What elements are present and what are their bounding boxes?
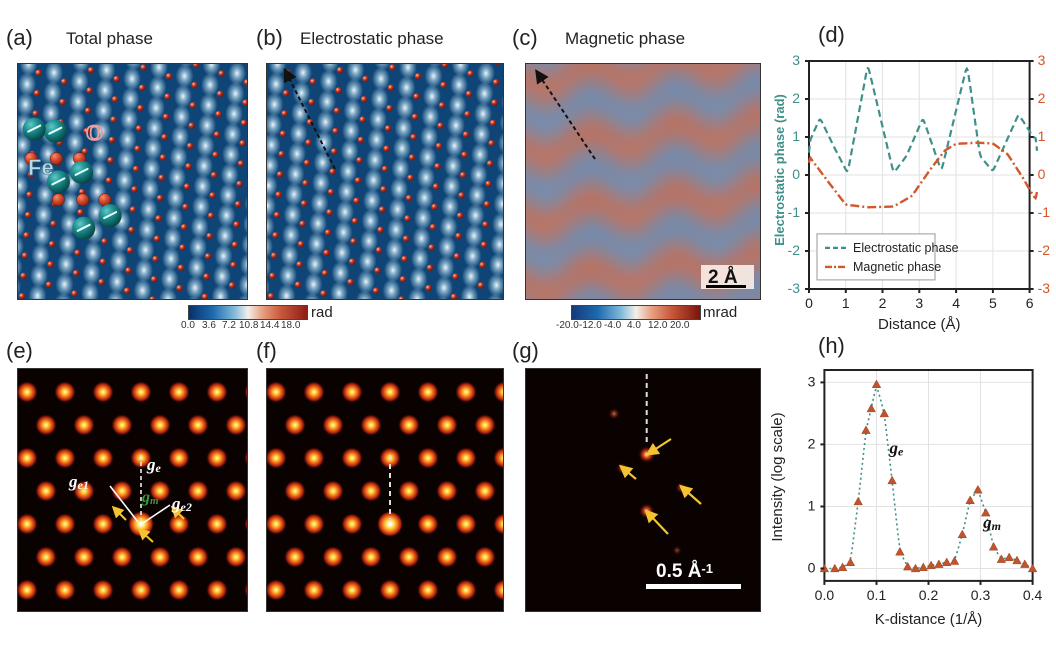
svg-text:Magnetic phase: Magnetic phase bbox=[853, 260, 941, 274]
svg-text:0: 0 bbox=[805, 295, 813, 311]
svg-text:0.0: 0.0 bbox=[815, 587, 835, 603]
svg-text:0: 0 bbox=[792, 166, 800, 182]
svg-text:3: 3 bbox=[1038, 55, 1046, 68]
svg-text:-2: -2 bbox=[1038, 242, 1051, 258]
svg-text:Fe: Fe bbox=[28, 155, 54, 180]
svg-text:1: 1 bbox=[1038, 128, 1046, 144]
svg-text:5: 5 bbox=[989, 295, 997, 311]
svg-text:2 Å: 2 Å bbox=[708, 267, 738, 288]
svg-text:0: 0 bbox=[808, 560, 816, 576]
svg-text:Intensity (log scale): Intensity (log scale) bbox=[769, 412, 786, 541]
svg-text:3: 3 bbox=[792, 55, 800, 68]
svg-text:0: 0 bbox=[1038, 166, 1046, 182]
svg-text:Electrostatic phase: Electrostatic phase bbox=[853, 241, 959, 255]
svg-text:0.1: 0.1 bbox=[867, 587, 887, 603]
svg-text:2: 2 bbox=[792, 90, 800, 106]
svg-text:Distance (Å): Distance (Å) bbox=[878, 316, 961, 333]
svg-text:1: 1 bbox=[808, 498, 816, 514]
svg-text:3: 3 bbox=[915, 295, 923, 311]
svg-text:0.3: 0.3 bbox=[971, 587, 991, 603]
svg-text:-3: -3 bbox=[788, 280, 801, 296]
svg-text:3: 3 bbox=[808, 373, 816, 389]
svg-text:2: 2 bbox=[1038, 90, 1046, 106]
svg-text:6: 6 bbox=[1026, 295, 1034, 311]
svg-text:4: 4 bbox=[952, 295, 960, 311]
svg-text:1: 1 bbox=[792, 128, 800, 144]
svg-text:-1: -1 bbox=[1038, 204, 1051, 220]
svg-text:2: 2 bbox=[879, 295, 887, 311]
svg-text:0.4: 0.4 bbox=[1023, 587, 1043, 603]
svg-text:0.2: 0.2 bbox=[919, 587, 939, 603]
svg-text:2: 2 bbox=[808, 435, 816, 451]
svg-text:O: O bbox=[86, 120, 103, 145]
svg-text:K-distance (1/Å): K-distance (1/Å) bbox=[875, 611, 983, 628]
svg-text:-3: -3 bbox=[1038, 280, 1051, 296]
svg-text:1: 1 bbox=[842, 295, 850, 311]
